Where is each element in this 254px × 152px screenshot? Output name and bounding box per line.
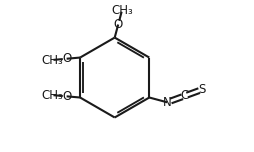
Text: CH₃: CH₃ (111, 4, 133, 17)
Text: O: O (114, 18, 123, 31)
Text: O: O (62, 90, 71, 103)
Text: CH₃: CH₃ (41, 54, 63, 67)
Text: N: N (163, 96, 171, 109)
Text: C: C (180, 90, 188, 102)
Text: S: S (198, 83, 205, 96)
Text: CH₃: CH₃ (41, 89, 63, 102)
Text: O: O (62, 52, 71, 65)
